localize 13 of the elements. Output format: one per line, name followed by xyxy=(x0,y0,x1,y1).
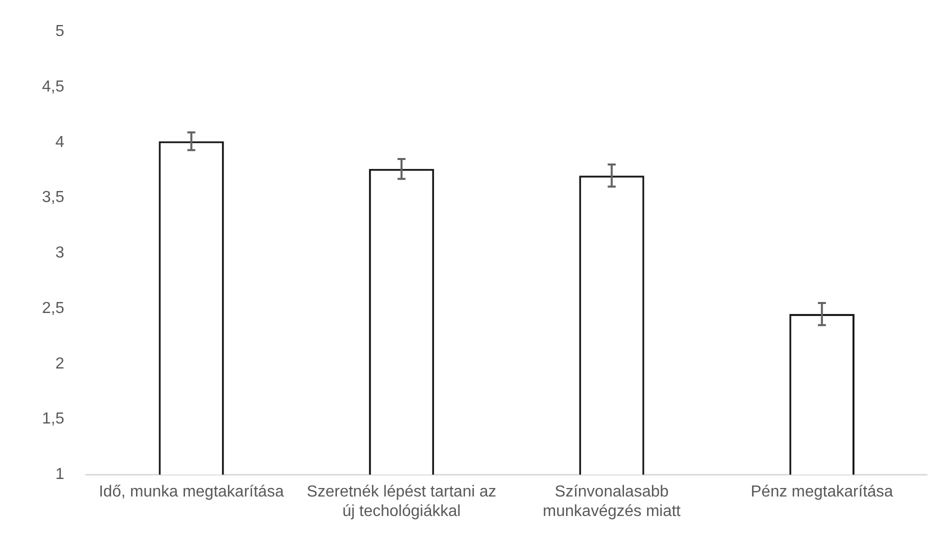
x-tick-label: Pénz megtakarítása xyxy=(750,484,894,501)
y-tick-label: 4,5 xyxy=(42,78,64,96)
y-tick-label: 4 xyxy=(55,134,64,151)
x-tick-label: Szeretnék lépést tartani az új techológiákkal xyxy=(306,484,496,520)
y-tick-label: 1,5 xyxy=(42,410,64,428)
y-tick-label: 2 xyxy=(55,355,64,372)
y-tick-label: 2,5 xyxy=(42,300,64,317)
x-tick-label: Színvonalasabb munkavégzés miatt xyxy=(542,484,682,520)
y-tick-label: 5 xyxy=(55,23,64,40)
y-tick-label: 1 xyxy=(55,466,64,484)
x-tick-label: Idő, munka megtakarítása xyxy=(98,484,284,501)
y-tick-label: 3,5 xyxy=(42,189,64,206)
y-tick-label: 3 xyxy=(55,244,64,262)
